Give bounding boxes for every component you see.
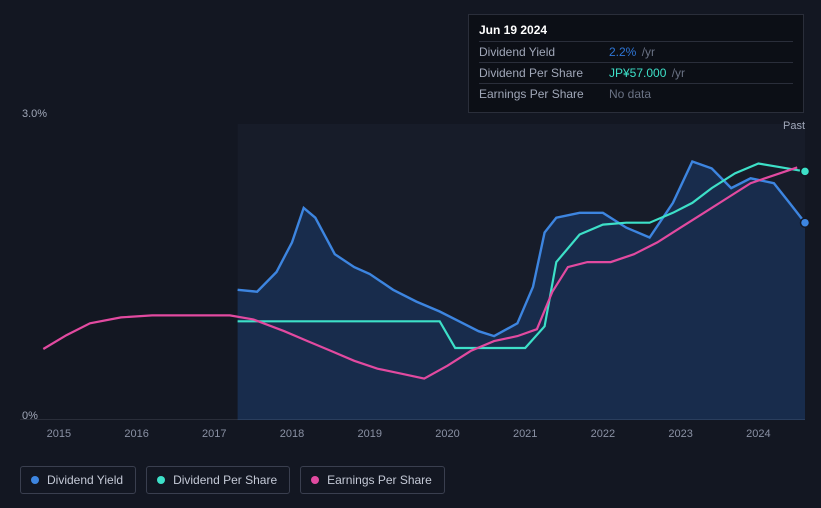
legend-item[interactable]: Earnings Per Share	[300, 466, 445, 494]
dividend-per-share-end-dot	[801, 167, 810, 176]
x-tick: 2015	[47, 428, 71, 440]
x-tick: 2020	[435, 428, 459, 440]
tooltip-row-label: Earnings Per Share	[479, 87, 609, 101]
tooltip-row-label: Dividend Per Share	[479, 66, 609, 80]
chart-legend: Dividend Yield Dividend Per Share Earnings…	[20, 466, 445, 494]
x-tick: 2016	[124, 428, 148, 440]
y-axis-min-label: 0%	[22, 410, 38, 422]
chart-tooltip: Jun 19 2024 Dividend Yield2.2% /yrDivide…	[468, 14, 804, 113]
tooltip-row-value: JP¥57.000 /yr	[609, 66, 685, 80]
legend-swatch	[157, 476, 165, 484]
x-tick: 2021	[513, 428, 537, 440]
x-tick: 2023	[668, 428, 692, 440]
dividend-chart: 3.0% 0% Past 2015 2016 2017 2018 2019 2020 202…	[20, 108, 805, 450]
x-tick: 2017	[202, 428, 226, 440]
legend-label: Dividend Per Share	[173, 473, 277, 487]
dividend-yield-end-dot	[801, 218, 810, 227]
x-tick: 2024	[746, 428, 770, 440]
x-tick: 2019	[358, 428, 382, 440]
y-axis-max-label: 3.0%	[22, 108, 47, 120]
tooltip-row: Dividend Per ShareJP¥57.000 /yr	[479, 62, 793, 83]
tooltip-row-label: Dividend Yield	[479, 45, 609, 59]
legend-swatch	[311, 476, 319, 484]
legend-item[interactable]: Dividend Per Share	[146, 466, 290, 494]
tooltip-row: Dividend Yield2.2% /yr	[479, 41, 793, 62]
legend-label: Dividend Yield	[47, 473, 123, 487]
tooltip-row-value: No data	[609, 87, 651, 101]
past-label: Past	[783, 120, 805, 132]
tooltip-row-value: 2.2% /yr	[609, 45, 655, 59]
chart-plot-area[interactable]	[20, 124, 805, 420]
legend-swatch	[31, 476, 39, 484]
legend-item[interactable]: Dividend Yield	[20, 466, 136, 494]
legend-label: Earnings Per Share	[327, 473, 432, 487]
tooltip-row: Earnings Per ShareNo data	[479, 83, 793, 104]
x-tick: 2022	[591, 428, 615, 440]
x-tick: 2018	[280, 428, 304, 440]
tooltip-date: Jun 19 2024	[479, 23, 793, 41]
x-axis: 2015 2016 2017 2018 2019 2020 2021 2022 2023 2024	[20, 428, 805, 448]
